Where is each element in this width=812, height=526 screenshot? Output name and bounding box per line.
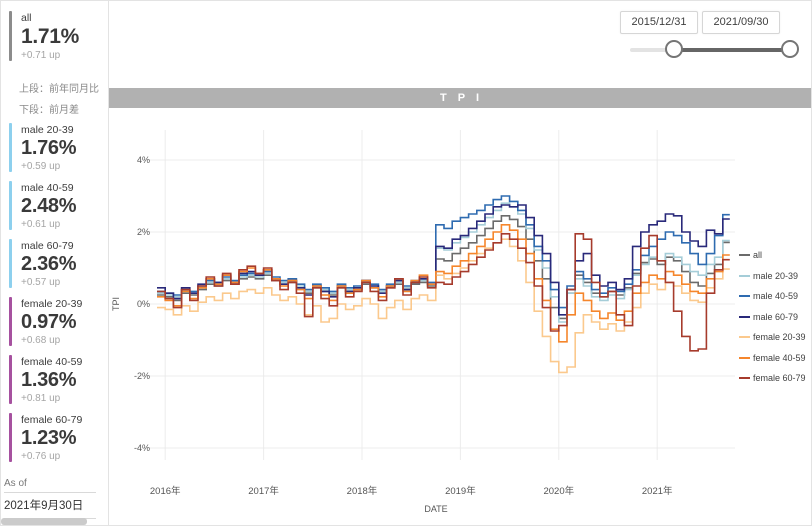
x-tick-label: 2018年 [347,485,378,497]
kpi-label: male 20-39 [21,124,74,136]
slider-handle-right[interactable] [781,40,799,58]
slider-track-active[interactable] [674,48,790,52]
legend-label: female 40-59 [753,352,806,363]
legend-label: male 20-39 [753,270,799,281]
y-tick-label: 0% [137,299,150,309]
legend-label: all [753,250,763,261]
kpi-value: 2.48% [21,195,77,217]
kpi-card-male-60-79: male 60-79 2.36% +0.57 up [9,239,77,288]
x-tick-label: 2020年 [543,485,574,497]
kpi-label: female 60-79 [21,414,83,426]
x-tick-label: 2016年 [150,485,181,497]
kpi-value: 1.76% [21,137,77,159]
legend-item-all[interactable]: all [739,245,806,266]
kpi-accent-bar [9,355,12,404]
as-of-block: As of 2021年9月30日 [4,478,96,519]
kpi-accent-bar [9,181,12,230]
kpi-value: 0.97% [21,311,77,333]
legend-label: male 40-59 [753,291,799,302]
kpi-card-male-40-59: male 40-59 2.48% +0.61 up [9,181,77,230]
legend-swatch [739,315,750,318]
kpi-accent-bar [9,413,12,462]
y-tick-label: -2% [134,371,150,381]
kpi-value: 1.71% [21,25,80,48]
kpi-delta: +0.61 up [21,219,61,230]
legend-label: female 20-39 [753,332,806,343]
kpi-delta: +0.81 up [21,393,61,404]
legend-swatch [739,356,750,359]
legend-note-line1: 上段：前年同月比 [19,84,99,95]
range-start-input[interactable]: 2015/12/31 [620,11,698,34]
kpi-delta: +0.68 up [21,335,61,346]
as-of-label: As of [4,478,27,489]
kpi-accent-bar [9,297,12,346]
legend-item-female-60-79[interactable]: female 60-79 [739,368,806,389]
kpi-card-female-20-39: female 20-39 0.97% +0.68 up [9,297,82,346]
as-of-date-item[interactable]: 2021年9月30日 [4,492,96,519]
kpi-value: 1.36% [21,369,77,391]
kpi-card-female-40-59: female 40-59 1.36% +0.81 up [9,355,82,404]
kpi-label: male 60-79 [21,240,74,252]
legend-item-male-20-39[interactable]: male 20-39 [739,266,806,287]
kpi-label: female 40-59 [21,356,83,368]
x-tick-label: 2017年 [248,485,279,497]
kpi-card-male-20-39: male 20-39 1.76% +0.59 up [9,123,77,172]
legend-label: male 60-79 [753,311,799,322]
legend-item-male-40-59[interactable]: male 40-59 [739,286,806,307]
kpi-delta: +0.57 up [21,277,61,288]
legend-swatch [739,377,750,380]
kpi-card-female-60-79: female 60-79 1.23% +0.76 up [9,413,82,462]
kpi-label: male 40-59 [21,182,74,194]
x-axis-title: DATE [424,504,447,514]
slider-track-inactive[interactable] [630,48,676,52]
kpi-sidebar: all 1.71% +0.71 up 上段：前年同月比 下段：前月差 male … [1,1,108,525]
kpi-accent-bar [9,239,12,288]
kpi-card-all: all 1.71% +0.71 up [9,11,79,61]
kpi-delta: +0.71 up [21,50,61,61]
legend-note-line2: 下段：前月差 [19,105,79,116]
chart-panel: 2015/12/31 2021/09/30 T P I 4% 2% 0% -2% -4%… [108,1,811,525]
x-tick-label: 2019年 [445,485,476,497]
tpi-step-chart: 4% 2% 0% -2% -4% 2016年 2017年 2018年 2019年 2020年 202… [111,130,735,514]
legend-swatch [739,274,750,277]
chart-legend: all male 20-39 male 40-59 male 60-79 female … [739,245,806,389]
legend-item-female-20-39[interactable]: female 20-39 [739,327,806,348]
kpi-label: female 20-39 [21,298,83,310]
legend-item-male-60-79[interactable]: male 60-79 [739,307,806,328]
slider-handle-left[interactable] [665,40,683,58]
y-tick-label: 4% [137,155,150,165]
kpi-value: 1.23% [21,427,77,449]
x-tick-label: 2021年 [642,485,673,497]
y-tick-label: -4% [134,443,150,453]
range-end-input[interactable]: 2021/09/30 [702,11,780,34]
legend-swatch [739,336,750,339]
series-line-female-60-79 [157,233,730,352]
y-axis-title: TPI [111,297,121,311]
series-line-all [157,215,730,320]
legend-item-female-40-59[interactable]: female 40-59 [739,348,806,369]
kpi-delta: +0.59 up [21,161,61,172]
y-tick-label: 2% [137,227,150,237]
kpi-accent-bar [9,123,12,172]
date-range-slider: 2015/12/31 2021/09/30 [589,1,811,81]
kpi-accent-bar [9,11,12,61]
kpi-delta: +0.76 up [21,451,61,462]
chart-title-bar: T P I [109,88,811,108]
kpi-value: 2.36% [21,253,77,275]
legend-label: female 60-79 [753,373,806,384]
legend-swatch [739,254,750,257]
legend-swatch [739,295,750,298]
kpi-label: all [21,12,32,24]
horizontal-scrollbar-thumb[interactable] [1,518,87,525]
